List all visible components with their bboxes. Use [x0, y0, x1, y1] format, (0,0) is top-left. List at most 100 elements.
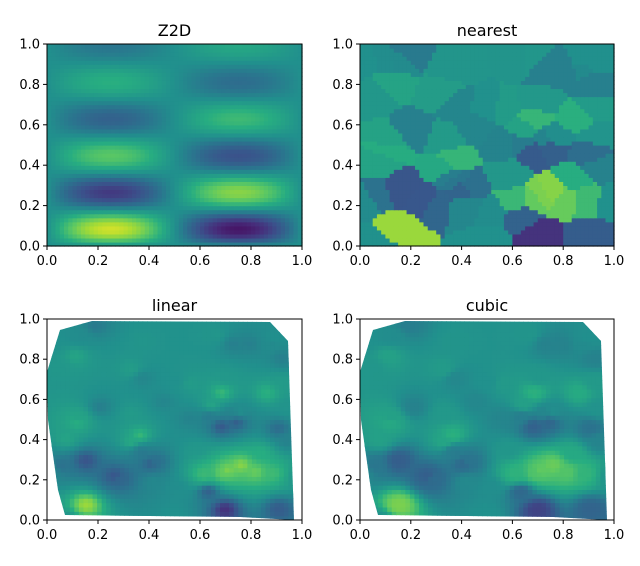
heatmap-cell: [183, 205, 188, 211]
heatmap-cell: [470, 225, 475, 231]
heatmap-cell: [597, 140, 602, 146]
heatmap-cell: [238, 132, 244, 138]
heatmap-cell: [170, 189, 176, 195]
heatmap-cell: [170, 213, 176, 219]
heatmap-cell: [272, 197, 278, 203]
heatmap-cell: [542, 149, 547, 154]
heatmap-cell: [503, 124, 509, 130]
heatmap-cell: [170, 225, 176, 231]
heatmap-cell: [161, 153, 167, 158]
heatmap-cell: [588, 193, 594, 199]
heatmap-cell: [575, 165, 581, 170]
heatmap-cell: [389, 213, 395, 219]
heatmap-cell: [440, 145, 446, 150]
heatmap-cell: [605, 120, 611, 126]
heatmap-cell: [268, 80, 273, 85]
heatmap-cell: [102, 165, 108, 170]
heatmap-cell: [609, 165, 615, 170]
heatmap-cell: [55, 52, 61, 57]
heatmap-cell: [132, 116, 137, 122]
heatmap-cell: [276, 165, 282, 170]
heatmap-cell: [217, 209, 222, 215]
heatmap-cell: [381, 157, 386, 162]
heatmap-cell: [115, 44, 120, 49]
heatmap-cell: [51, 177, 57, 182]
heatmap-cell: [229, 169, 235, 174]
heatmap-cell: [272, 201, 278, 207]
heatmap-cell: [225, 201, 231, 207]
heatmap-cell: [170, 132, 176, 138]
heatmap-cell: [72, 112, 78, 118]
heatmap-cell: [255, 145, 261, 150]
heatmap-cell: [64, 48, 69, 53]
heatmap-cell: [289, 128, 295, 134]
heatmap-cell: [85, 185, 91, 191]
heatmap-cell: [398, 181, 403, 186]
heatmap-cell: [520, 205, 526, 211]
heatmap-cell: [448, 116, 454, 122]
heatmap-cell: [554, 181, 560, 186]
heatmap-cell: [217, 128, 222, 134]
heatmap-cell: [436, 237, 442, 243]
heatmap-cell: [123, 233, 129, 239]
heatmap-cell: [389, 201, 395, 207]
heatmap-cell: [178, 209, 184, 215]
heatmap-cell: [537, 217, 543, 223]
heatmap-cell: [457, 120, 463, 126]
heatmap-cell: [575, 161, 581, 166]
heatmap-cell: [212, 189, 218, 195]
heatmap-cell: [76, 108, 82, 114]
heatmap-cell: [93, 136, 99, 142]
heatmap-cell: [453, 233, 458, 239]
heatmap-cell: [225, 165, 231, 170]
heatmap-cell: [251, 225, 256, 231]
heatmap-cell: [102, 76, 108, 81]
heatmap-cell: [140, 104, 146, 110]
heatmap-cell: [183, 68, 188, 73]
heatmap-cell: [221, 124, 227, 130]
heatmap-cell: [461, 173, 467, 178]
heatmap-cell: [571, 237, 577, 243]
heatmap-cell: [580, 120, 585, 126]
heatmap-cell: [55, 165, 61, 170]
heatmap-cell: [550, 165, 556, 170]
heatmap-cell: [297, 189, 303, 195]
heatmap-cell: [85, 60, 91, 65]
heatmap-cell: [149, 217, 154, 223]
heatmap-cell: [259, 100, 265, 106]
heatmap-cell: [542, 193, 547, 199]
heatmap-cell: [72, 100, 78, 106]
heatmap-cell: [183, 165, 188, 170]
heatmap-cell: [153, 237, 159, 243]
heatmap-cell: [93, 233, 99, 239]
heatmap-cell: [178, 169, 184, 174]
heatmap-cell: [415, 132, 420, 138]
heatmap-cell: [575, 221, 581, 227]
heatmap-cell: [127, 165, 133, 170]
heatmap-cell: [255, 193, 261, 199]
heatmap-cell: [597, 173, 602, 178]
heatmap-cell: [229, 233, 235, 239]
heatmap-cell: [187, 221, 193, 227]
heatmap-cell: [119, 201, 125, 207]
heatmap-cell: [368, 201, 374, 207]
heatmap-cell: [225, 108, 231, 114]
heatmap-cell: [364, 157, 370, 162]
heatmap-cell: [127, 181, 133, 186]
heatmap-cell: [272, 44, 278, 49]
heatmap-cell: [144, 108, 150, 114]
heatmap-cell: [470, 185, 475, 191]
heatmap-cell: [478, 136, 484, 142]
heatmap-cell: [398, 217, 403, 223]
heatmap-cell: [550, 120, 556, 126]
heatmap-cell: [93, 140, 99, 146]
heatmap-cell: [217, 197, 222, 203]
heatmap-cell: [238, 221, 244, 227]
heatmap-cell: [229, 124, 235, 130]
heatmap-cell: [368, 225, 374, 231]
heatmap-cell: [153, 108, 159, 114]
heatmap-cell: [276, 76, 282, 81]
heatmap-cell: [263, 185, 269, 191]
heatmap-cell: [575, 132, 581, 138]
heatmap-cell: [268, 104, 273, 110]
